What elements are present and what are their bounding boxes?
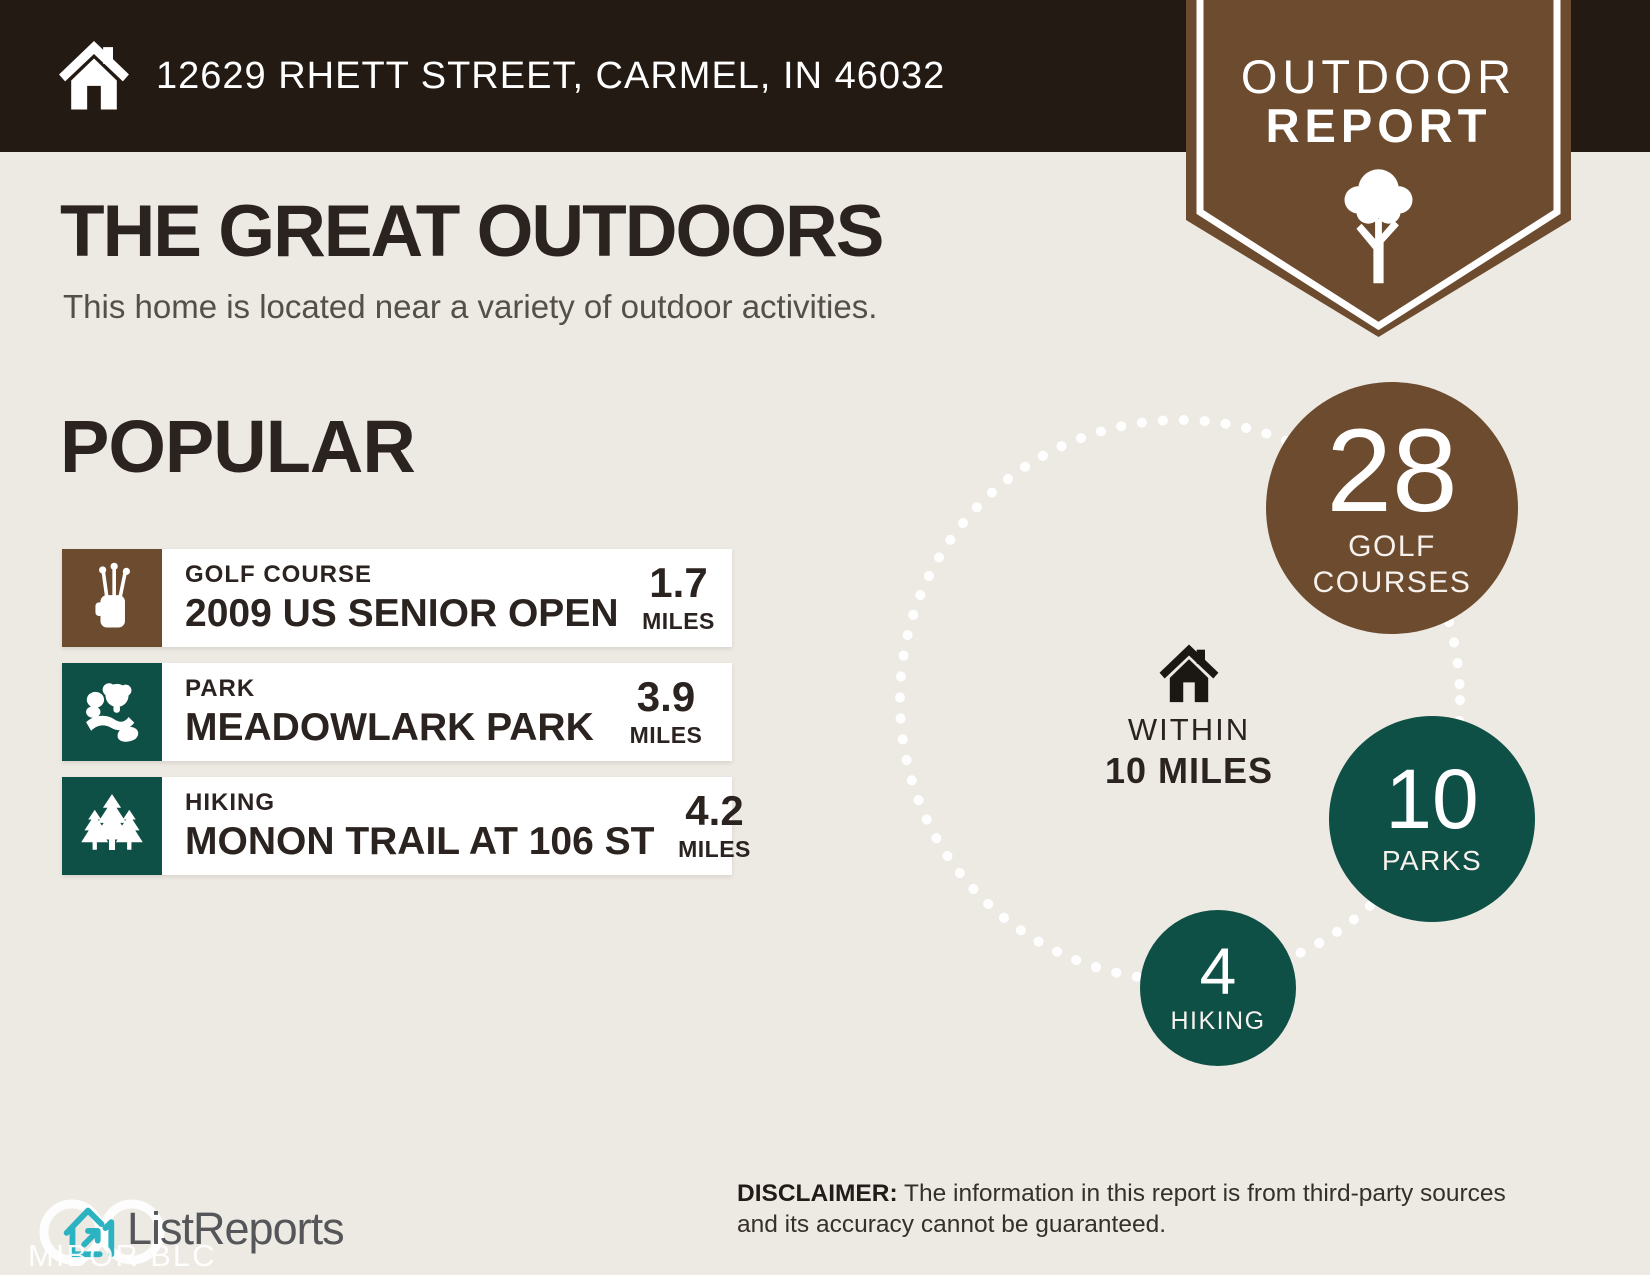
page-subtitle: This home is located near a variety of o… [63, 288, 878, 325]
outdoor-report-badge: OUTDOOR REPORT [1186, 0, 1571, 337]
radius-visualization: WITHIN 10 MILES 28 GOLF COURSES 10 PARKS… [850, 320, 1650, 1120]
golf-courses-label: GOLF COURSES [1312, 530, 1472, 600]
badge-title-line1: OUTDOOR [1241, 50, 1516, 103]
item-distance-unit: MILES [629, 721, 703, 748]
hiking-count-bubble: 4 HIKING [1140, 910, 1296, 1066]
park-icon [62, 663, 162, 761]
listreports-logo: ListReports [55, 1196, 345, 1262]
item-distance-unit: MILES [642, 607, 715, 634]
list-item-park: PARK MEADOWLARK PARK 3.9 MILES [62, 663, 732, 761]
pine-trees-icon [62, 777, 162, 875]
item-name: MONON TRAIL AT 106 ST [185, 819, 655, 863]
disclaimer-text: DISCLAIMER: The information in this repo… [737, 1180, 1506, 1239]
mls-watermark: MIBOR BLC [28, 1238, 217, 1273]
hiking-count: 4 [1199, 934, 1237, 1009]
disclaimer-label: DISCLAIMER: [737, 1180, 898, 1207]
parks-count-bubble: 10 PARKS [1329, 716, 1535, 922]
item-distance: 3.9 [636, 672, 696, 720]
popular-list: GOLF COURSE 2009 US SENIOR OPEN 1.7 MILE… [62, 549, 750, 891]
within-label: WITHIN [1127, 712, 1251, 747]
golf-bag-icon [62, 549, 162, 647]
golf-courses-count: 28 [1326, 404, 1458, 537]
item-distance: 1.7 [649, 558, 708, 606]
item-name: MEADOWLARK PARK [185, 705, 594, 749]
page-title: THE GREAT OUTDOORS [60, 191, 884, 272]
property-address: 12629 RHETT STREET, CARMEL, IN 46032 [156, 54, 946, 97]
parks-label: PARKS [1381, 845, 1483, 877]
item-category: PARK [185, 674, 256, 702]
house-icon [1159, 644, 1219, 703]
listreports-logo-icon [63, 1207, 115, 1258]
item-distance-unit: MILES [678, 835, 751, 862]
home-icon [59, 41, 129, 110]
hiking-label: HIKING [1170, 1006, 1266, 1035]
item-category: HIKING [185, 788, 275, 816]
item-distance: 4.2 [685, 786, 744, 834]
item-category: GOLF COURSE [185, 560, 373, 588]
within-distance-label: 10 MILES [1104, 750, 1274, 791]
golf-courses-count-bubble: 28 GOLF COURSES [1266, 382, 1518, 634]
listreports-brand-text: ListReports [127, 1203, 345, 1254]
list-item-hiking: HIKING MONON TRAIL AT 106 ST 4.2 MILES [62, 777, 750, 875]
tree-icon [1344, 169, 1413, 284]
item-name: 2009 US SENIOR OPEN [185, 591, 619, 635]
list-item-golf-course: GOLF COURSE 2009 US SENIOR OPEN 1.7 MILE… [62, 549, 732, 647]
popular-section-title: POPULAR [60, 405, 416, 488]
badge-title-line2: REPORT [1266, 99, 1492, 152]
parks-count: 10 [1385, 752, 1479, 847]
